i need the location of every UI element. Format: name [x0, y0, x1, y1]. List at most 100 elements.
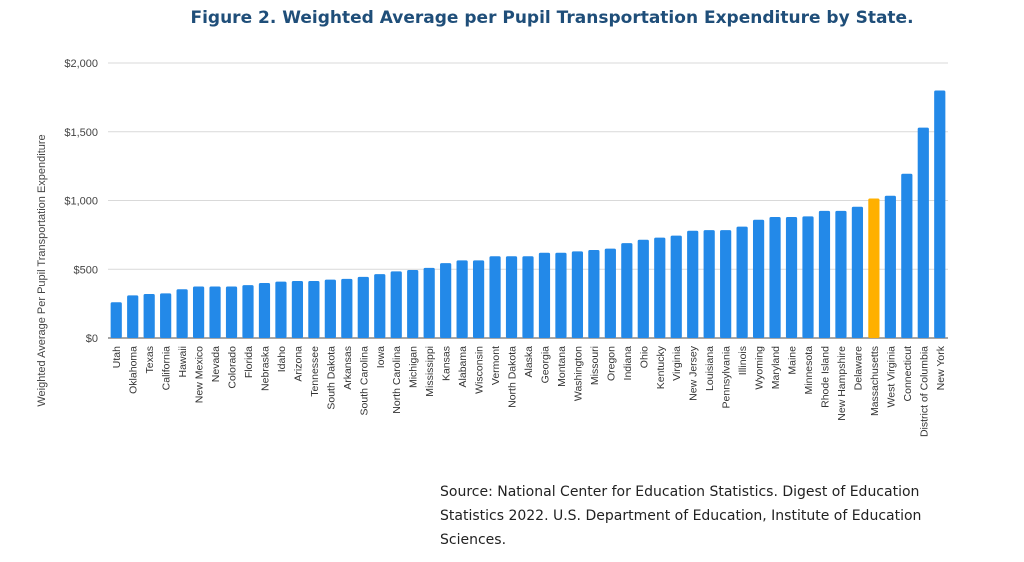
x-tick-label: West Virginia: [885, 346, 897, 408]
bar-minnesota: [802, 216, 814, 338]
x-tick-label: Michigan: [408, 346, 420, 388]
x-tick-label: Oregon: [605, 346, 617, 381]
bar-tennessee: [308, 280, 320, 338]
x-tick-label: Pennsylvania: [721, 346, 733, 409]
x-tick-label: Nebraska: [259, 346, 271, 391]
bar-kansas: [440, 263, 452, 338]
bar-ohio: [637, 239, 649, 338]
bar-mississippi: [423, 267, 435, 338]
bar-arizona: [291, 280, 304, 338]
x-tick-label: Georgia: [539, 346, 551, 384]
bar-oregon: [604, 248, 616, 338]
x-tick-label: Arkansas: [342, 346, 354, 390]
bar-michigan: [407, 269, 419, 338]
bar-north-carolina: [390, 271, 402, 338]
x-tick-label: Massachusetts: [869, 346, 881, 416]
bar-new-mexico: [192, 286, 205, 338]
x-tick-label: South Dakota: [325, 346, 337, 410]
x-tick-label: Ohio: [638, 346, 650, 368]
chart-title: Figure 2. Weighted Average per Pupil Tra…: [190, 8, 914, 28]
x-tick-label: Louisiana: [704, 346, 716, 391]
x-tick-label: Connecticut: [902, 346, 914, 402]
x-tick-label: Iowa: [375, 346, 387, 368]
bar-new-hampshire: [835, 210, 847, 338]
x-tick-label: Vermont: [490, 346, 502, 385]
bar-montana: [555, 252, 567, 338]
bar-new-york: [934, 90, 946, 338]
x-tick-label: Delaware: [852, 346, 864, 391]
y-tick-label: $0: [86, 333, 98, 345]
bar-wisconsin: [472, 260, 485, 338]
bar-missouri: [588, 250, 600, 338]
bar-colorado: [225, 286, 238, 338]
bar-vermont: [489, 256, 501, 338]
x-tick-label: New Mexico: [194, 346, 206, 403]
bar-wyoming: [752, 219, 765, 338]
bar-maine: [785, 217, 798, 338]
x-tick-label: Texas: [144, 346, 156, 373]
x-tick-label: North Dakota: [507, 346, 519, 408]
bar-georgia: [538, 252, 551, 338]
x-tick-label: California: [161, 346, 173, 391]
bar-delaware: [851, 206, 864, 338]
x-tick-label: Rhode Island: [819, 346, 831, 408]
x-tick-label: Oklahoma: [128, 346, 140, 394]
bar-idaho: [275, 281, 287, 338]
y-axis-label: Weighted Average Per Pupil Transportatio…: [36, 134, 48, 406]
x-tick-label: Montana: [556, 346, 568, 387]
x-tick-label: Utah: [111, 346, 123, 368]
x-tick-label: Minnesota: [803, 346, 815, 395]
bar-illinois: [736, 226, 748, 338]
bar-indiana: [621, 243, 633, 338]
bar-florida: [242, 285, 254, 338]
x-tick-label: Arizona: [292, 346, 304, 382]
bar-kentucky: [654, 237, 666, 338]
x-tick-label: New York: [935, 345, 947, 390]
x-tick-label: Hawaii: [177, 346, 189, 378]
x-tick-label: North Carolina: [391, 346, 403, 414]
bar-district-of-columbia: [917, 127, 929, 338]
x-tick-label: New Hampshire: [836, 346, 848, 421]
x-tick-label: Maine: [787, 346, 799, 375]
x-tick-label: Alabama: [457, 346, 469, 388]
x-tick-label: Maryland: [770, 346, 782, 389]
x-tick-label: Washington: [572, 346, 584, 401]
y-tick-label: $500: [74, 264, 98, 276]
bar-west-virginia: [884, 195, 896, 338]
bar-nevada: [209, 286, 221, 338]
x-tick-label: Wisconsin: [474, 346, 486, 394]
bar-arkansas: [341, 278, 353, 338]
x-tick-label: New Jersey: [688, 345, 700, 401]
x-tick-label: Kansas: [441, 346, 453, 381]
x-tick-label: Virginia: [671, 346, 683, 381]
bar-new-jersey: [687, 230, 699, 338]
bar-south-carolina: [357, 276, 369, 338]
y-tick-label: $2,000: [64, 58, 98, 70]
x-tick-label: Kentucky: [655, 345, 667, 389]
bar-iowa: [374, 274, 386, 338]
bar-utah: [110, 302, 122, 338]
bar-alaska: [522, 256, 534, 338]
x-tick-label: Colorado: [227, 346, 239, 389]
bar-hawaii: [176, 289, 188, 338]
bar-virginia: [670, 235, 682, 338]
x-tick-label: Tennessee: [309, 346, 321, 397]
bar-oklahoma: [127, 295, 139, 338]
bar-maryland: [769, 217, 781, 338]
bar-texas: [143, 294, 155, 338]
y-tick-label: $1,500: [64, 127, 98, 139]
bar-louisiana: [703, 230, 715, 338]
bar-south-dakota: [324, 279, 336, 338]
source-note: Source: National Center for Education St…: [440, 484, 922, 548]
bar-massachusetts: [868, 198, 880, 338]
bar-rhode-island: [818, 210, 831, 338]
bar-pennsylvania: [720, 230, 732, 338]
x-tick-label: Florida: [243, 346, 255, 378]
x-tick-label: Wyoming: [754, 346, 766, 390]
bar-north-dakota: [505, 256, 518, 338]
x-tick-label: Missouri: [589, 346, 601, 385]
bar-alabama: [456, 260, 468, 338]
bar-chart: $0 $500 $1,000 $1,500 $2,000 Weighted Average…: [36, 58, 948, 437]
bar-connecticut: [901, 173, 913, 338]
x-tick-label: District of Columbia: [918, 346, 930, 437]
